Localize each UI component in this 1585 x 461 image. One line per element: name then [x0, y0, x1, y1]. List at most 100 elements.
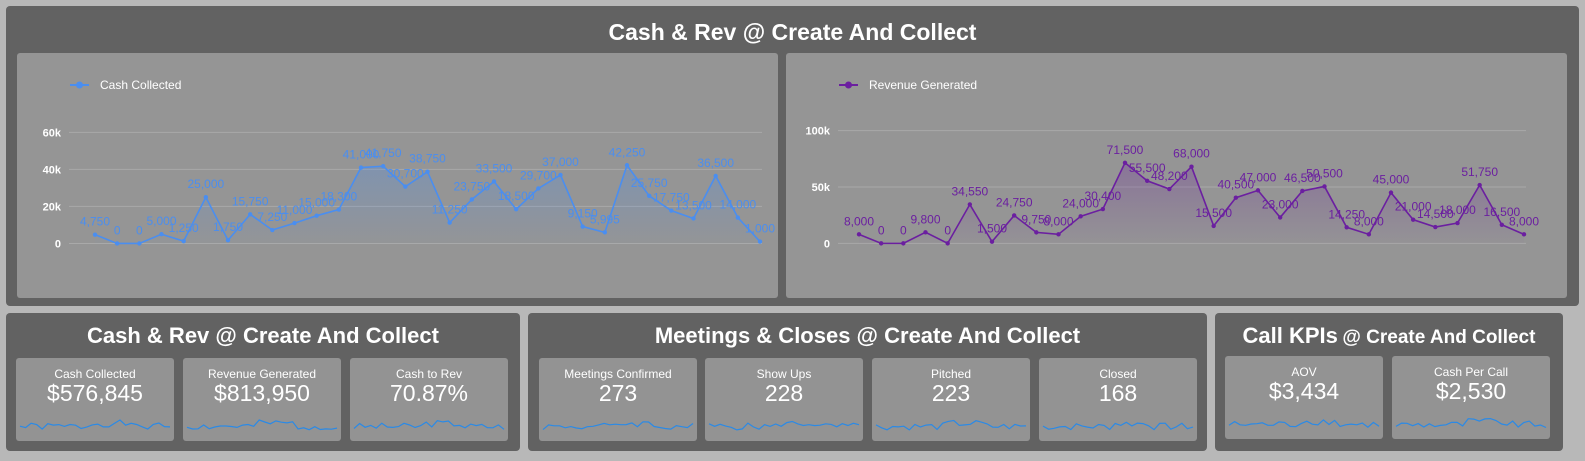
kpi-label: Cash Per Call	[1433, 365, 1509, 379]
data-point	[1322, 184, 1327, 189]
data-label: 9,150	[568, 207, 598, 221]
data-point	[1388, 190, 1394, 195]
data-point	[602, 230, 608, 235]
data-point	[380, 163, 386, 169]
kpi-card-aov: AOV $3,434	[1225, 356, 1383, 439]
kpi-value: 228	[764, 380, 804, 406]
data-point	[292, 220, 297, 226]
kpi-value: 70.87%	[389, 380, 468, 406]
data-point	[735, 215, 741, 220]
data-point	[159, 231, 164, 237]
data-label: 30,700	[387, 167, 424, 181]
data-label: 8,000	[1509, 214, 1539, 228]
data-label: 17,750	[653, 191, 690, 205]
kpi-label: AOV	[1291, 365, 1317, 379]
data-point	[536, 186, 541, 191]
data-label: 15,500	[1195, 206, 1232, 220]
data-point	[1433, 224, 1438, 230]
data-label: 41,750	[365, 146, 402, 160]
kpi-value: $576,845	[47, 380, 143, 406]
data-point	[923, 230, 928, 235]
data-label: 15,750	[232, 194, 269, 208]
data-point	[203, 194, 209, 200]
data-point	[1078, 214, 1083, 219]
data-point	[624, 163, 630, 168]
data-point	[513, 207, 519, 212]
data-label: 29,700	[520, 168, 557, 182]
data-label: 55,500	[1129, 161, 1166, 175]
data-point	[1521, 232, 1527, 237]
data-label: 11,250	[432, 203, 468, 217]
legend-label: Revenue Generated	[869, 78, 977, 92]
data-point	[691, 216, 696, 221]
data-point	[1167, 186, 1172, 192]
data-point	[580, 224, 585, 229]
data-label: 47,000	[1240, 170, 1277, 184]
series-area	[859, 162, 1524, 244]
data-point	[1344, 225, 1349, 230]
kpi-card-meetings-confirmed: Meetings Confirmed 273	[539, 358, 697, 441]
kpi-value: $2,530	[1435, 378, 1507, 404]
kpi-card-cash-per-call: Cash Per Call $2,530	[1392, 356, 1550, 439]
data-label: 0	[136, 223, 143, 237]
sparkline-line	[708, 420, 860, 431]
data-label: 14,500	[1417, 207, 1454, 221]
data-label: 9,800	[910, 212, 940, 226]
kpi-label: Show Ups	[756, 367, 812, 381]
kpi-value: $813,950	[214, 380, 310, 406]
data-label: 8,000	[1043, 214, 1073, 228]
data-point	[425, 169, 430, 174]
data-point	[757, 239, 763, 244]
data-label: 15,000	[298, 196, 335, 210]
y-tick-label: 0	[824, 238, 830, 250]
cash-rev-panel-title: Cash & Rev @ Create And Collect	[87, 323, 439, 348]
kpi-label: Cash to Rev	[395, 367, 463, 381]
data-point	[945, 241, 950, 246]
sparkline	[875, 419, 1027, 431]
data-label: 9,750	[1021, 212, 1051, 226]
data-label: 18,500	[498, 189, 535, 203]
data-label: 30,400	[1084, 189, 1121, 203]
top-panel: Cash & Rev @ Create And Collect 0 20k 40k 6…	[6, 6, 1579, 306]
data-point	[1100, 206, 1106, 212]
data-point	[403, 184, 408, 189]
data-point	[1300, 188, 1305, 194]
sparkline-line	[186, 419, 338, 431]
data-point	[114, 241, 120, 246]
data-label: 36,500	[697, 156, 734, 170]
data-point	[967, 202, 973, 207]
sparkline-line	[19, 419, 171, 430]
kpi-label: Cash Collected	[54, 367, 136, 381]
sparkline	[1042, 421, 1194, 431]
data-point	[447, 220, 452, 225]
sparkline-line	[353, 420, 505, 430]
sparkline	[708, 420, 860, 431]
kpi-label: Meetings Confirmed	[564, 367, 672, 381]
data-point	[713, 173, 718, 179]
legend-swatch-dot	[76, 81, 83, 89]
data-label: 5,000	[146, 214, 176, 228]
data-point	[558, 172, 563, 178]
data-label: 0	[944, 223, 951, 237]
data-point	[336, 207, 342, 212]
data-label: 51,750	[1461, 165, 1498, 179]
revenue-generated-chart: 0 50k 100k Revenue Generated 8,000 0 0 9,800 0 34…	[786, 53, 1567, 298]
sparkline	[542, 421, 694, 431]
sparkline-line	[1395, 417, 1547, 429]
data-point	[646, 193, 652, 198]
data-point	[1277, 215, 1283, 220]
data-label: 37,000	[542, 155, 579, 169]
data-label: 1,000	[745, 222, 775, 236]
sparkline	[353, 420, 505, 430]
legend-label: Cash Collected	[100, 78, 181, 92]
data-label: 1,750	[213, 220, 243, 234]
data-label: 0	[878, 223, 885, 237]
call-kpis-panel: Call KPIs @ Create And Collect AOV $3,43…	[1215, 313, 1563, 451]
data-label: 21,000	[1395, 200, 1432, 214]
y-tick-label: 0	[55, 238, 61, 250]
call-kpis-title-sub: @ Create And Collect	[1342, 327, 1536, 348]
data-point	[901, 241, 906, 246]
data-label: 46,500	[1284, 171, 1321, 185]
data-point	[1144, 178, 1150, 183]
